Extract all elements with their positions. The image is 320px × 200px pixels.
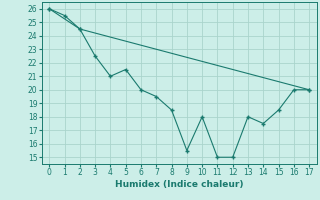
X-axis label: Humidex (Indice chaleur): Humidex (Indice chaleur) [115,180,244,189]
